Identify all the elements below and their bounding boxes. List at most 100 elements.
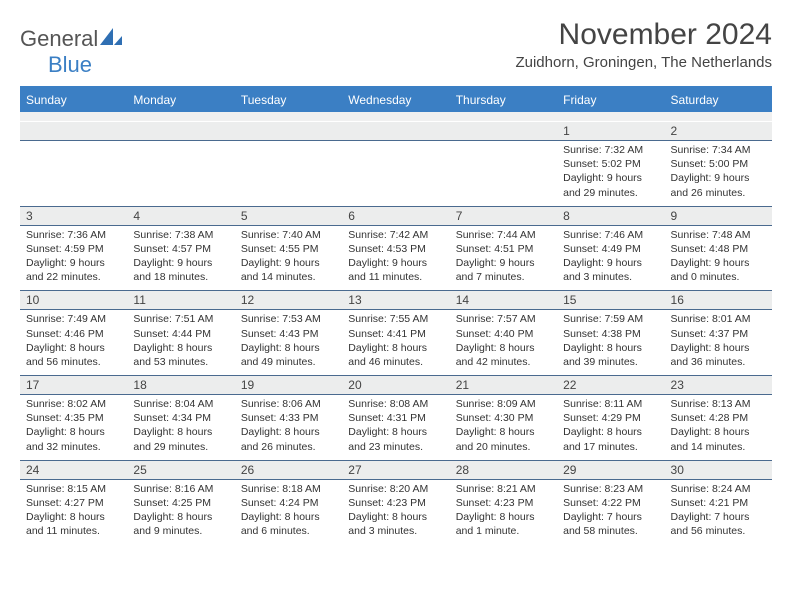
day-cell	[127, 141, 234, 206]
sunset-text: Sunset: 4:35 PM	[26, 411, 121, 425]
day-num: 22	[557, 376, 664, 394]
sunset-text: Sunset: 5:00 PM	[671, 157, 766, 171]
sunset-text: Sunset: 4:31 PM	[348, 411, 443, 425]
location: Zuidhorn, Groningen, The Netherlands	[515, 54, 772, 71]
day-num: 29	[557, 461, 664, 479]
day-num: 4	[127, 207, 234, 225]
day1-text: Daylight: 9 hours	[456, 256, 551, 270]
sunrise-text: Sunrise: 7:51 AM	[133, 312, 228, 326]
day-cell: Sunrise: 8:01 AMSunset: 4:37 PMDaylight:…	[665, 310, 772, 375]
weeks-container: 12Sunrise: 7:32 AMSunset: 5:02 PMDayligh…	[20, 122, 772, 544]
day1-text: Daylight: 7 hours	[563, 510, 658, 524]
sunrise-text: Sunrise: 7:53 AM	[241, 312, 336, 326]
day2-text: and 17 minutes.	[563, 440, 658, 454]
sunset-text: Sunset: 4:40 PM	[456, 327, 551, 341]
sunset-text: Sunset: 4:53 PM	[348, 242, 443, 256]
sunset-text: Sunset: 5:02 PM	[563, 157, 658, 171]
day-cell: Sunrise: 8:04 AMSunset: 4:34 PMDaylight:…	[127, 395, 234, 460]
sunset-text: Sunset: 4:25 PM	[133, 496, 228, 510]
sunset-text: Sunset: 4:21 PM	[671, 496, 766, 510]
day1-text: Daylight: 8 hours	[671, 341, 766, 355]
day-cell: Sunrise: 8:16 AMSunset: 4:25 PMDaylight:…	[127, 480, 234, 545]
day1-text: Daylight: 8 hours	[348, 341, 443, 355]
sunrise-text: Sunrise: 7:59 AM	[563, 312, 658, 326]
calendar: Sunday Monday Tuesday Wednesday Thursday…	[20, 86, 772, 544]
day1-text: Daylight: 8 hours	[133, 425, 228, 439]
day-num-row: 3456789	[20, 206, 772, 226]
sunset-text: Sunset: 4:27 PM	[26, 496, 121, 510]
day-num: 27	[342, 461, 449, 479]
sunset-text: Sunset: 4:34 PM	[133, 411, 228, 425]
day1-text: Daylight: 9 hours	[241, 256, 336, 270]
day-cell: Sunrise: 7:42 AMSunset: 4:53 PMDaylight:…	[342, 226, 449, 291]
day-num: 11	[127, 291, 234, 309]
sunset-text: Sunset: 4:41 PM	[348, 327, 443, 341]
day1-text: Daylight: 9 hours	[563, 171, 658, 185]
day1-text: Daylight: 9 hours	[133, 256, 228, 270]
day-cell: Sunrise: 8:13 AMSunset: 4:28 PMDaylight:…	[665, 395, 772, 460]
day-num: 6	[342, 207, 449, 225]
day-cell	[342, 141, 449, 206]
day-cell: Sunrise: 8:11 AMSunset: 4:29 PMDaylight:…	[557, 395, 664, 460]
sunset-text: Sunset: 4:24 PM	[241, 496, 336, 510]
day2-text: and 29 minutes.	[133, 440, 228, 454]
day-cell: Sunrise: 7:46 AMSunset: 4:49 PMDaylight:…	[557, 226, 664, 291]
day-num-row: 24252627282930	[20, 460, 772, 480]
sunset-text: Sunset: 4:46 PM	[26, 327, 121, 341]
day-content-row: Sunrise: 7:49 AMSunset: 4:46 PMDaylight:…	[20, 310, 772, 375]
day-cell	[20, 141, 127, 206]
sunrise-text: Sunrise: 8:01 AM	[671, 312, 766, 326]
day1-text: Daylight: 9 hours	[563, 256, 658, 270]
day-header-sun: Sunday	[20, 88, 127, 112]
day-cell: Sunrise: 7:55 AMSunset: 4:41 PMDaylight:…	[342, 310, 449, 375]
day1-text: Daylight: 8 hours	[133, 341, 228, 355]
sunrise-text: Sunrise: 8:16 AM	[133, 482, 228, 496]
day-cell: Sunrise: 7:32 AMSunset: 5:02 PMDaylight:…	[557, 141, 664, 206]
day2-text: and 3 minutes.	[348, 524, 443, 538]
day-cell	[235, 141, 342, 206]
day-num	[342, 122, 449, 140]
sunrise-text: Sunrise: 8:13 AM	[671, 397, 766, 411]
sunset-text: Sunset: 4:43 PM	[241, 327, 336, 341]
day-num: 1	[557, 122, 664, 140]
day-num-row: 17181920212223	[20, 375, 772, 395]
sunrise-text: Sunrise: 7:55 AM	[348, 312, 443, 326]
day1-text: Daylight: 9 hours	[348, 256, 443, 270]
day1-text: Daylight: 8 hours	[241, 341, 336, 355]
title-block: November 2024 Zuidhorn, Groningen, The N…	[515, 18, 772, 71]
sunrise-text: Sunrise: 8:18 AM	[241, 482, 336, 496]
day-cell: Sunrise: 8:15 AMSunset: 4:27 PMDaylight:…	[20, 480, 127, 545]
day-num	[20, 122, 127, 140]
day-num: 28	[450, 461, 557, 479]
day2-text: and 58 minutes.	[563, 524, 658, 538]
logo-text-top: General	[20, 26, 98, 51]
sunrise-text: Sunrise: 8:08 AM	[348, 397, 443, 411]
sunset-text: Sunset: 4:33 PM	[241, 411, 336, 425]
sunrise-text: Sunrise: 7:44 AM	[456, 228, 551, 242]
day-num: 30	[665, 461, 772, 479]
day1-text: Daylight: 8 hours	[348, 510, 443, 524]
header: General Blue November 2024 Zuidhorn, Gro…	[20, 18, 772, 78]
day-cell: Sunrise: 7:48 AMSunset: 4:48 PMDaylight:…	[665, 226, 772, 291]
day-cell	[450, 141, 557, 206]
day1-text: Daylight: 8 hours	[563, 341, 658, 355]
day1-text: Daylight: 9 hours	[26, 256, 121, 270]
logo: General Blue	[20, 18, 122, 78]
sunset-text: Sunset: 4:23 PM	[456, 496, 551, 510]
sunrise-text: Sunrise: 8:04 AM	[133, 397, 228, 411]
sunset-text: Sunset: 4:57 PM	[133, 242, 228, 256]
sunset-text: Sunset: 4:30 PM	[456, 411, 551, 425]
day1-text: Daylight: 8 hours	[456, 341, 551, 355]
day2-text: and 22 minutes.	[26, 270, 121, 284]
day-num	[127, 122, 234, 140]
day2-text: and 39 minutes.	[563, 355, 658, 369]
month-title: November 2024	[515, 18, 772, 52]
sunset-text: Sunset: 4:49 PM	[563, 242, 658, 256]
day2-text: and 26 minutes.	[241, 440, 336, 454]
day-header-mon: Monday	[127, 88, 234, 112]
sunset-text: Sunset: 4:37 PM	[671, 327, 766, 341]
day-cell: Sunrise: 7:36 AMSunset: 4:59 PMDaylight:…	[20, 226, 127, 291]
day-content-row: Sunrise: 7:36 AMSunset: 4:59 PMDaylight:…	[20, 226, 772, 291]
day-num-row: 10111213141516	[20, 290, 772, 310]
day-num: 13	[342, 291, 449, 309]
